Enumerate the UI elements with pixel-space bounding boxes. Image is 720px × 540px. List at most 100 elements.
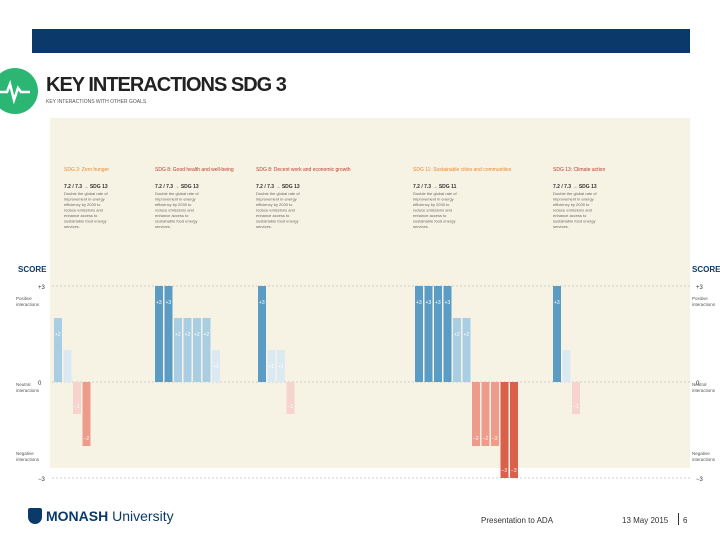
goal-target: 7.2 / 7.3 → SDG 13	[256, 184, 300, 190]
bar	[54, 318, 62, 382]
bar-label: +3	[435, 300, 441, 306]
bar	[82, 382, 91, 446]
zone-label-left: interactions	[16, 457, 40, 462]
goal-description: sustainable food energy	[155, 219, 197, 224]
bar	[462, 318, 471, 382]
bar-label: −2	[483, 436, 489, 442]
heartbeat-icon	[0, 79, 30, 104]
bar	[73, 382, 81, 414]
goal-description: services.	[155, 224, 171, 229]
bar-label: +2	[194, 332, 200, 338]
y-tick-left: 0	[38, 381, 42, 387]
bar	[481, 382, 490, 446]
presentation-label: Presentation to ADA	[481, 516, 554, 525]
zone-label-left: Negative	[16, 451, 34, 456]
bar	[202, 318, 211, 382]
bar	[155, 286, 163, 382]
bar	[572, 382, 580, 414]
y-tick-left: +3	[38, 285, 46, 291]
bar	[553, 286, 561, 382]
bar	[267, 350, 276, 382]
brand-bold: MONASH	[46, 508, 109, 524]
header-bar	[32, 29, 690, 53]
bar	[510, 382, 518, 478]
page-title: KEY INTERACTIONS SDG 3	[46, 74, 287, 96]
page-subtitle: KEY INTERACTIONS WITH OTHER GOALS	[46, 99, 147, 105]
bar	[258, 286, 266, 382]
bar-label: +3	[416, 300, 422, 306]
bar-label: +3	[426, 300, 432, 306]
zone-label-left: Positive	[16, 296, 32, 301]
bar	[443, 286, 452, 382]
bar-label: +2	[55, 332, 61, 338]
goal-label: SDG 8: Good health and well-being	[155, 167, 234, 173]
zone-label-right: interactions	[692, 302, 716, 307]
bar	[277, 350, 285, 382]
bar	[193, 318, 201, 382]
bar	[164, 286, 173, 382]
bar-label: +1	[269, 364, 275, 370]
goal-description: reduce emissions and	[155, 208, 194, 213]
goal-description: Double the global rate of	[64, 191, 108, 196]
goal-description: Double the global rate of	[413, 191, 457, 196]
bar-label: +3	[259, 300, 265, 306]
goal-description: reduce emissions and	[553, 208, 592, 213]
bar-label: +1	[213, 364, 219, 370]
goal-description: improvement in energy	[155, 197, 196, 202]
goal-description: enhance access to	[256, 213, 290, 218]
bar-label: −2	[473, 436, 479, 442]
bar	[434, 286, 442, 382]
zone-label-left: Neutral	[16, 382, 31, 387]
bar	[63, 350, 72, 382]
goal-description: sustainable food energy	[413, 219, 455, 224]
footer-separator	[678, 513, 679, 525]
goal-description: enhance access to	[553, 213, 587, 218]
goal-description: efficiency by 2030 to	[64, 202, 101, 207]
goal-target: 7.2 / 7.3 → SDG 13	[553, 184, 597, 190]
bar-label: +3	[445, 300, 451, 306]
zone-label-left: interactions	[16, 388, 40, 393]
bar-label: −1	[573, 404, 579, 410]
zone-label-right: Negative	[692, 451, 710, 456]
bar	[472, 382, 480, 446]
bar-label: +3	[166, 300, 172, 306]
goal-description: Double the global rate of	[553, 191, 597, 196]
goal-description: reduce emissions and	[413, 208, 452, 213]
bar	[212, 350, 220, 382]
date-label: 13 May 2015	[622, 516, 669, 525]
goal-description: efficiency by 2030 to	[256, 202, 293, 207]
bar-label: −3	[511, 468, 517, 474]
goal-label: SDG 2: Zero hunger	[64, 167, 109, 173]
zone-label-right: Neutral	[692, 382, 707, 387]
goal-description: Double the global rate of	[256, 191, 300, 196]
goal-description: services.	[64, 224, 80, 229]
bar-label: +2	[175, 332, 181, 338]
bar	[562, 350, 571, 382]
goal-description: services.	[553, 224, 569, 229]
goal-label: SDG 13: Climate action	[553, 167, 605, 173]
bar	[415, 286, 423, 382]
goal-description: improvement in energy	[256, 197, 297, 202]
bar-label: −1	[288, 404, 294, 410]
y-tick-left: −3	[38, 477, 46, 483]
goal-description: efficiency by 2030 to	[413, 202, 450, 207]
y-tick-right: −3	[696, 477, 704, 483]
bar-label: +2	[454, 332, 460, 338]
goal-description: efficiency by 2030 to	[155, 202, 192, 207]
bar-label: +3	[554, 300, 560, 306]
goal-description: sustainable food energy	[553, 219, 595, 224]
bar-label: −2	[84, 436, 90, 442]
goal-description: services.	[256, 224, 272, 229]
bar	[424, 286, 433, 382]
goal-description: sustainable food energy	[64, 219, 106, 224]
goal-description: enhance access to	[155, 213, 189, 218]
goal-description: services.	[413, 224, 429, 229]
bar	[500, 382, 509, 478]
sdg3-logo	[0, 68, 38, 114]
goal-description: reduce emissions and	[64, 208, 103, 213]
y-tick-right: +3	[696, 285, 704, 291]
zone-label-left: interactions	[16, 302, 40, 307]
goal-description: improvement in energy	[553, 197, 594, 202]
goal-description: efficiency by 2030 to	[553, 202, 590, 207]
